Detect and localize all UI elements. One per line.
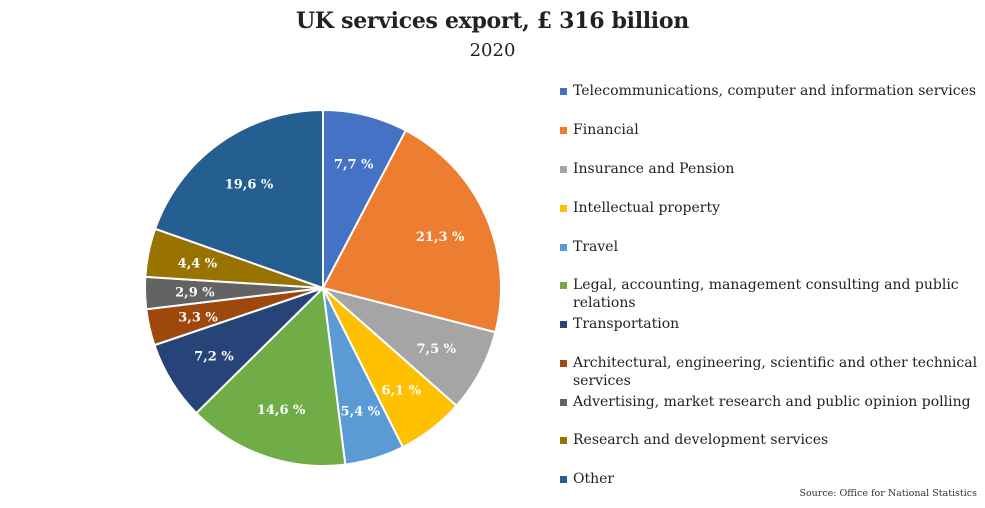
legend-item-1: Telecommunications, computer and informa… [560,82,980,100]
pie-slice-11 [154,109,324,289]
slice-label-9: 2,9 % [175,286,215,301]
legend-swatch [560,88,567,95]
slice-label-3: 7,5 % [417,342,457,357]
chart-title: UK services export, £ 316 billion [296,8,689,34]
pie-slice-2 [322,129,502,334]
legend-item-5: Travel [560,238,980,256]
pie-slice-6 [195,287,347,467]
legend-label: Telecommunications, computer and informa… [573,83,977,99]
slice-label-5: 5,4 % [341,405,381,420]
legend-label: Research and development services [573,432,829,448]
legend-item-2: Financial [560,121,980,139]
source-note: Source: Office for National Statistics [799,488,977,499]
legend-label: Advertising, market research and public … [573,394,971,410]
slice-label-7: 7,2 % [194,349,234,364]
chart-subtitle: 2020 [469,40,516,61]
legend-item-6: Legal, accounting, management consulting… [560,276,980,312]
legend-swatch [560,205,567,212]
legend-swatch [560,244,567,251]
legend-label: Travel [573,239,619,255]
slice-label-10: 4,4 % [178,256,218,271]
legend-swatch [560,282,567,289]
legend-item-10: Research and development services [560,431,980,449]
legend-item-7: Transportation [560,315,980,333]
slice-label-2: 21,3 % [416,230,465,245]
legend-swatch [560,360,567,367]
legend-swatch [560,166,567,173]
legend-item-8: Architectural, engineering, scientific a… [560,354,980,390]
slice-label-8: 3,3 % [178,310,218,325]
legend-label: Other [573,471,615,487]
slice-label-4: 6,1 % [381,384,421,399]
legend-label: Architectural, engineering, scientific a… [573,355,978,389]
legend-item-9: Advertising, market research and public … [560,393,980,411]
legend-label: Legal, accounting, management consulting… [573,277,959,311]
slice-label-6: 14,6 % [257,403,306,418]
legend-item-3: Insurance and Pension [560,160,980,178]
legend-swatch [560,437,567,444]
legend-label: Financial [573,122,639,138]
legend-swatch [560,399,567,406]
legend-label: Transportation [573,316,680,332]
legend-swatch [560,321,567,328]
legend-label: Intellectual property [573,200,721,216]
legend-swatch [560,127,567,134]
legend-item-11: Other [560,470,980,488]
slice-label-11: 19,6 % [225,177,274,192]
legend-item-4: Intellectual property [560,199,980,217]
legend-swatch [560,476,567,483]
legend-label: Insurance and Pension [573,161,735,177]
slice-label-1: 7,7 % [334,158,374,173]
